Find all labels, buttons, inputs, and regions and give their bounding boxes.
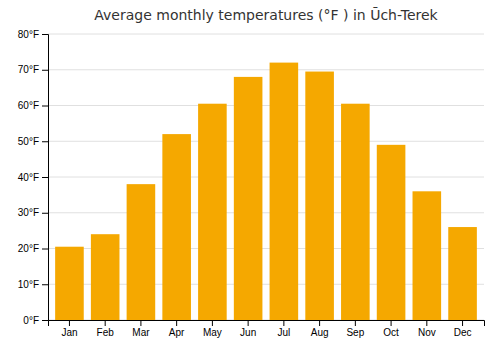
tick: Jun <box>240 320 256 338</box>
tick-mark <box>212 320 213 326</box>
tick-label: 0°F <box>23 315 39 326</box>
axis-line <box>49 321 485 327</box>
grid-line <box>48 69 484 70</box>
tick-label: 70°F <box>18 64 39 75</box>
tick-mark <box>69 320 70 326</box>
bar <box>162 134 191 320</box>
grid-line <box>48 34 484 35</box>
tick-label: 50°F <box>18 136 39 147</box>
tick-mark <box>176 320 177 326</box>
tick: May <box>203 320 222 338</box>
tick: 60°F <box>18 100 48 111</box>
tick: Mar <box>132 320 150 338</box>
tick: 50°F <box>18 136 48 147</box>
tick-mark <box>42 141 48 142</box>
tick: Oct <box>383 320 399 338</box>
tick-mark <box>391 320 392 326</box>
tick-mark <box>42 70 48 71</box>
tick-mark <box>42 320 48 321</box>
tick: 10°F <box>18 279 48 290</box>
tick-label: Jun <box>240 327 256 338</box>
tick-mark <box>319 320 320 326</box>
tick-label: Mar <box>132 327 150 338</box>
tick-label: 60°F <box>18 100 39 111</box>
tick-mark <box>42 34 48 35</box>
grid-line <box>48 141 484 142</box>
tick-mark <box>140 320 141 326</box>
tick-label: Dec <box>454 327 472 338</box>
tick-label: May <box>203 327 222 338</box>
tick-label: 20°F <box>18 243 39 254</box>
tick-label: 10°F <box>18 279 39 290</box>
tick: 70°F <box>18 64 48 75</box>
tick: Dec <box>454 320 472 338</box>
title: Average monthly temperatures (°F ) in Ūc… <box>94 7 438 23</box>
x-axis: Jan Feb Mar Apr May Jun Jul Aug Sep Oct Nov Dec <box>49 320 485 338</box>
tick-mark <box>462 320 463 326</box>
tick: Jul <box>277 320 290 338</box>
tick-mark <box>42 213 48 214</box>
tick-label: 80°F <box>18 29 39 40</box>
axis-line <box>42 35 49 321</box>
grid-line <box>48 105 484 106</box>
tick: 40°F <box>18 172 48 183</box>
tick-label: Jan <box>61 327 77 338</box>
bar <box>91 234 120 320</box>
tick-mark <box>426 320 427 326</box>
bar <box>234 77 263 320</box>
tick-label: 30°F <box>18 207 39 218</box>
tick-label: Oct <box>383 327 399 338</box>
bar <box>413 191 442 320</box>
tick-label: Feb <box>97 327 115 338</box>
grid-line <box>48 177 484 178</box>
tick: 0°F <box>23 315 48 326</box>
bars <box>55 63 477 320</box>
tick: Sep <box>346 320 364 338</box>
bar <box>448 227 477 320</box>
tick: 80°F <box>18 29 48 40</box>
y-axis: 0°F 10°F 20°F 30°F 40°F 50°F 60°F 70°F 80°F <box>18 29 49 326</box>
tick-mark <box>42 249 48 250</box>
tick: Jan <box>61 320 77 338</box>
tick: Nov <box>418 320 436 338</box>
tick-mark <box>42 284 48 285</box>
tick-mark <box>42 177 48 178</box>
tick-label: 40°F <box>18 172 39 183</box>
grid <box>48 34 484 320</box>
tick-label: Sep <box>346 327 364 338</box>
bar <box>198 104 227 320</box>
chart: Jan Feb Mar Apr May Jun Jul Aug Sep Oct Nov Dec 0°F 1… <box>0 0 500 350</box>
tick: 20°F <box>18 243 48 254</box>
bar <box>55 247 84 320</box>
tick: Aug <box>311 320 329 338</box>
bar <box>341 104 370 320</box>
tick-label: Nov <box>418 327 436 338</box>
tick-mark <box>105 320 106 326</box>
tick-mark <box>42 106 48 107</box>
tick: Apr <box>169 320 185 338</box>
tick-mark <box>283 320 284 326</box>
tick: Feb <box>97 320 115 338</box>
tick: 30°F <box>18 207 48 218</box>
bar <box>127 184 156 320</box>
bar <box>305 72 334 320</box>
bar <box>377 145 406 320</box>
tick-label: Jul <box>277 327 290 338</box>
tick-mark <box>248 320 249 326</box>
tick-label: Apr <box>169 327 185 338</box>
plot: Jan Feb Mar Apr May Jun Jul Aug Sep Oct Nov Dec 0°F 1… <box>18 29 485 338</box>
tick-mark <box>355 320 356 326</box>
tick-label: Aug <box>311 327 329 338</box>
bar <box>270 63 299 320</box>
